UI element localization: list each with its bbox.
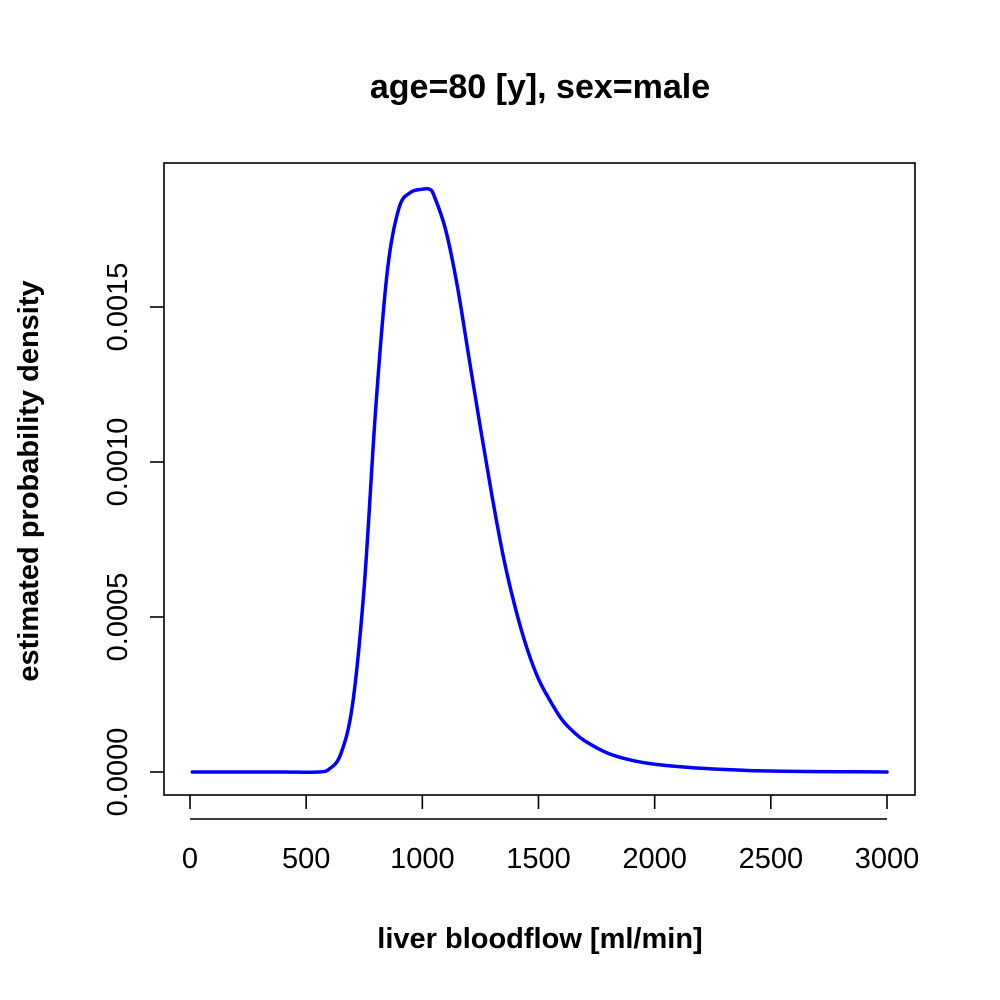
y-tick-label: 0.0010 xyxy=(102,418,134,507)
x-tick-label: 0 xyxy=(182,843,198,875)
chart-title: age=80 [y], sex=male xyxy=(370,68,710,106)
x-axis: 0 500 1000 1500 2000 2500 3000 xyxy=(182,795,919,875)
plot-frame xyxy=(163,162,916,796)
y-tick-label: 0.0015 xyxy=(102,263,134,352)
x-tick-label: 3000 xyxy=(855,843,920,875)
x-tick-label: 2000 xyxy=(622,843,687,875)
x-tick-label: 2500 xyxy=(739,843,804,875)
y-axis: 0.0000 0.0005 0.0010 0.0015 xyxy=(102,263,164,817)
y-axis-label: estimated probability density xyxy=(13,280,45,681)
y-tick-label: 0.0005 xyxy=(102,573,134,662)
x-tick-label: 500 xyxy=(282,843,330,875)
density-curve xyxy=(190,186,889,774)
x-tick-label: 1000 xyxy=(390,843,455,875)
x-tick-label: 1500 xyxy=(506,843,571,875)
x-axis-label: liver bloodflow [ml/min] xyxy=(377,923,702,955)
y-tick-label: 0.0000 xyxy=(102,728,134,817)
